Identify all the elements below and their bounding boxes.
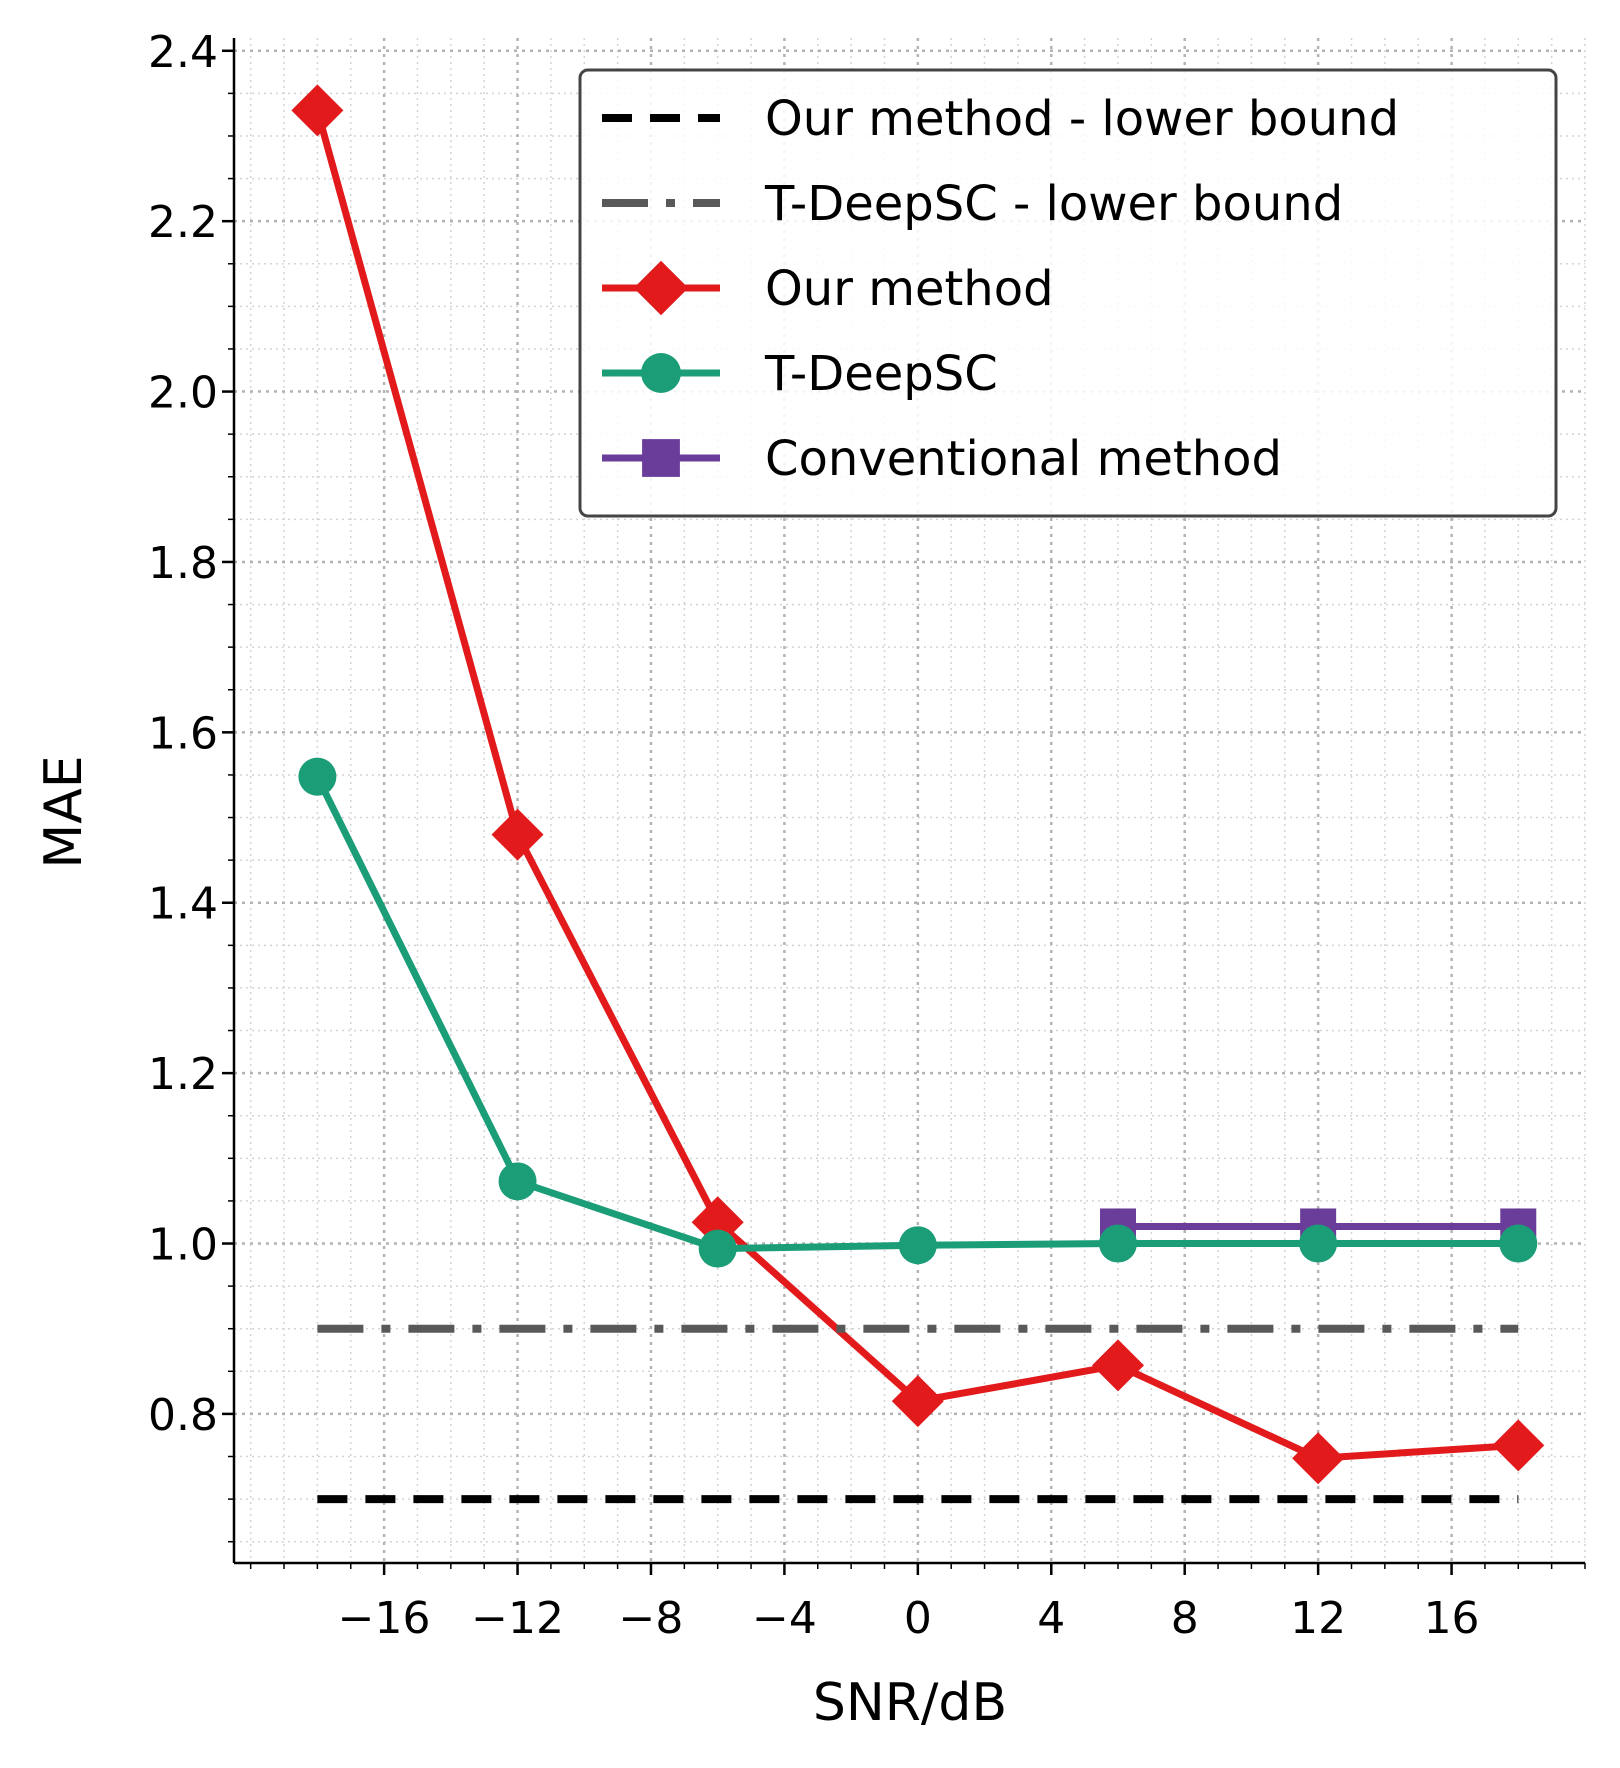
legend-entry-conventional-method: Conventional method <box>602 431 1282 487</box>
x-tick-label: −8 <box>619 1593 684 1644</box>
legend-label: T-DeepSC - lower bound <box>764 176 1343 232</box>
series-layer <box>291 84 1545 1504</box>
legend-entry-t-deepsc: T-DeepSC <box>602 346 998 402</box>
y-tick-labels: 0.8 1.0 1.2 1.4 1.6 1.8 2.0 2.2 2.4 <box>148 27 218 1441</box>
data-point-t-deepsc <box>1499 1224 1538 1263</box>
data-point-t-deepsc <box>1098 1224 1137 1263</box>
series-t-deepsc <box>298 757 1538 1268</box>
minor-grid <box>234 38 1586 1563</box>
data-point-t-deepsc <box>898 1226 937 1265</box>
series-our-method <box>291 84 1545 1485</box>
legend-entry-our-method: Our method <box>602 260 1054 317</box>
x-tick-label: −4 <box>752 1593 817 1644</box>
y-tick-label: 0.8 <box>148 1390 218 1441</box>
data-point-t-deepsc <box>298 757 337 796</box>
y-tick-label: 2.0 <box>148 368 218 419</box>
legend-marker <box>641 353 681 393</box>
data-point-our-method <box>891 1375 944 1428</box>
legend-label: Our method <box>765 261 1054 317</box>
y-tick-label: 1.2 <box>148 1049 218 1100</box>
y-tick-label: 1.4 <box>148 879 218 930</box>
x-tick-label: 0 <box>904 1593 932 1644</box>
data-point-our-method <box>491 808 544 861</box>
x-tick-label: 16 <box>1424 1593 1480 1644</box>
data-point-our-method <box>291 84 344 137</box>
legend: Our method - lower bound T-DeepSC - lower… <box>578 68 1558 518</box>
data-point-t-deepsc <box>1299 1224 1338 1263</box>
y-tick-label: 1.8 <box>148 538 218 589</box>
major-grid <box>234 38 1585 1563</box>
x-tick-label: 12 <box>1290 1593 1346 1644</box>
tick-marks <box>222 49 1586 1575</box>
data-point-t-deepsc <box>698 1229 737 1268</box>
x-tick-label: 4 <box>1037 1593 1065 1644</box>
y-axis-label: MAE <box>34 755 94 868</box>
legend-entry-our-method-lower-bound: Our method - lower bound <box>602 91 1399 147</box>
x-axis-label: SNR/dB <box>813 1673 1007 1733</box>
legend-marker <box>642 439 680 477</box>
axes <box>232 38 1585 1565</box>
data-point-our-method <box>1292 1432 1345 1485</box>
data-point-t-deepsc <box>498 1162 537 1201</box>
legend-entries: Our method - lower bound T-DeepSC - lower… <box>602 91 1399 487</box>
x-tick-labels: −16 −12 −8 −4 0 4 8 12 16 <box>338 1593 1480 1644</box>
y-tick-label: 2.2 <box>148 197 218 248</box>
legend-label: T-DeepSC <box>764 346 998 402</box>
x-tick-label: 8 <box>1171 1593 1199 1644</box>
y-tick-label: 1.6 <box>148 708 218 759</box>
legend-label: Conventional method <box>765 431 1282 487</box>
x-tick-label: −12 <box>471 1593 564 1644</box>
y-tick-label: 1.0 <box>148 1220 218 1271</box>
legend-marker <box>633 260 689 316</box>
x-tick-label: −16 <box>338 1593 431 1644</box>
data-point-our-method <box>1091 1339 1144 1392</box>
data-point-our-method <box>1492 1419 1545 1472</box>
y-tick-label: 2.4 <box>148 27 218 78</box>
legend-entry-t-deepsc-lower-bound: T-DeepSC - lower bound <box>602 176 1343 232</box>
legend-label: Our method - lower bound <box>765 91 1399 147</box>
legend-frame <box>578 68 1558 518</box>
